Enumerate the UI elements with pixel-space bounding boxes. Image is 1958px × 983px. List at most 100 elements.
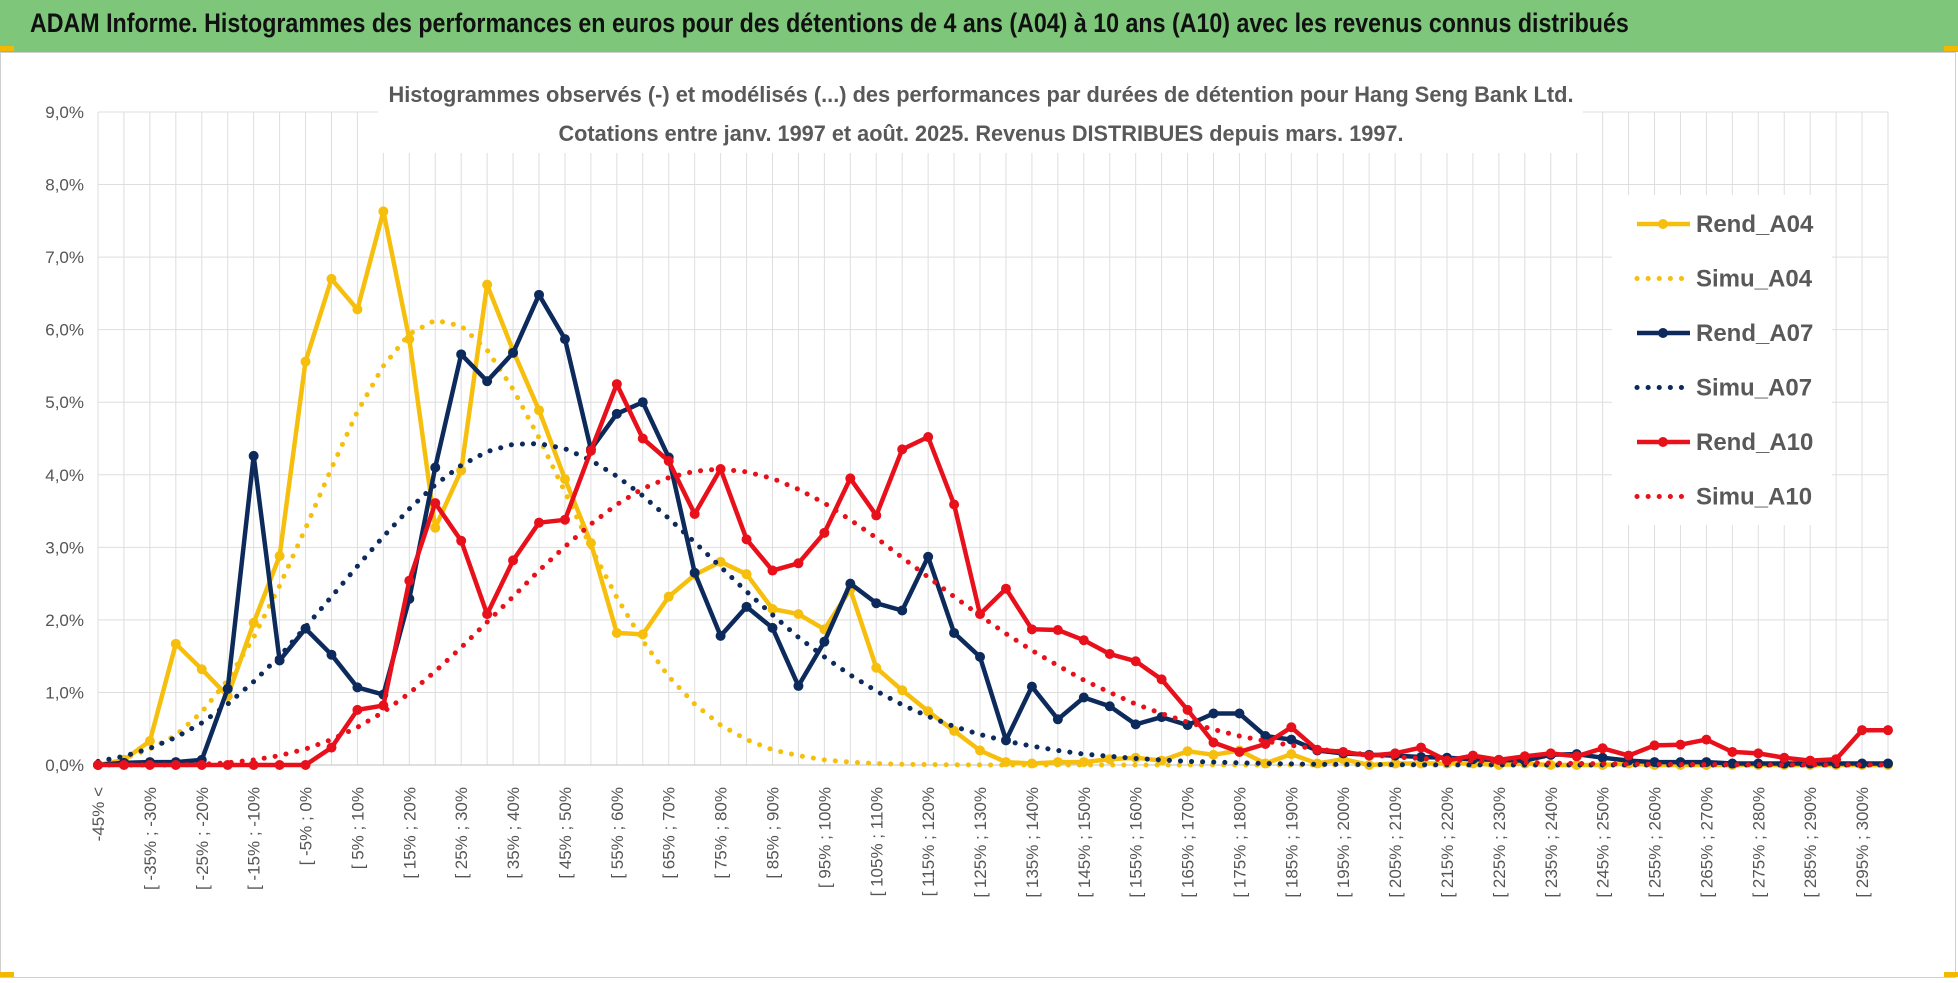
rend-a07-point [1026, 681, 1037, 692]
rend-a07-point [1078, 692, 1089, 703]
rend-a04-point [793, 609, 804, 620]
rend-a04-point [378, 206, 389, 217]
rend-a10-point [1104, 648, 1115, 659]
rend-a04-point [456, 465, 467, 476]
rend-a04-point [534, 405, 545, 416]
rend-a10-point [1805, 755, 1816, 766]
x-tick-label: [ 165% ; 170% [1179, 787, 1198, 898]
x-tick-label: [ 115% ; 120% [919, 787, 938, 896]
rend-a07-point [222, 683, 233, 694]
x-tick-label: [ 255% ; 260% [1646, 787, 1665, 898]
rend-a10-point [300, 760, 311, 770]
legend-label-rend-a04: Rend_A04 [1696, 211, 1814, 238]
x-tick-label: [ 15% ; 20% [400, 787, 419, 879]
x-tick-label: [ 55% ; 60% [608, 787, 627, 879]
rend-a04-point [430, 522, 441, 533]
x-tick-label: [ 195% ; 200% [1334, 787, 1353, 898]
rend-a07-point [1234, 708, 1245, 719]
x-tick-label: [ 45% ; 50% [556, 787, 575, 879]
rend-a07-point [1597, 752, 1608, 763]
banner: ADAM Informe. Histogrammes des performan… [0, 0, 1958, 52]
rend-a04-point [897, 685, 908, 696]
rend-a10-point [352, 704, 363, 715]
rend-a10-point [1000, 583, 1011, 594]
rend-a10-point [1649, 740, 1660, 751]
rend-a10-point [508, 555, 519, 566]
x-tick-label: -45% < [89, 787, 108, 841]
x-tick-label: [ 65% ; 70% [660, 787, 679, 879]
legend-label-rend-a07: Rend_A07 [1696, 320, 1813, 347]
x-tick-label: [ 295% ; 300% [1853, 787, 1872, 898]
rend-a10-point [897, 444, 908, 455]
rend-a10-point [534, 517, 545, 528]
rend-a04-point [1208, 749, 1219, 760]
rend-a10-point [1571, 751, 1582, 762]
rend-a10-point [1182, 704, 1193, 715]
rend-a04-point [585, 537, 596, 548]
chart-frame [0, 52, 1956, 978]
rend-a10-point [1831, 754, 1842, 765]
rend-a07-point [1104, 701, 1115, 712]
rend-a04-point [949, 725, 960, 736]
y-tick-label: 0,0% [45, 756, 84, 775]
rend-a04-point [352, 304, 363, 315]
x-tick-label: [ 275% ; 280% [1749, 787, 1768, 898]
rend-a07-point [1130, 719, 1141, 730]
x-tick-label: [ -15% ; -10% [245, 787, 264, 890]
rend-a10-point [248, 760, 259, 770]
x-tick-label: [ 75% ; 80% [712, 787, 731, 879]
rend-a04-point [482, 279, 493, 290]
rend-a10-point [1779, 752, 1790, 763]
x-tick-label: [ -5% ; 0% [297, 787, 316, 865]
rend-a10-point [430, 498, 441, 509]
rend-a10-point [559, 514, 570, 525]
x-tick-label: [ 225% ; 230% [1490, 787, 1509, 898]
rend-a10-point [1130, 656, 1141, 667]
rend-a10-point [845, 473, 856, 484]
y-tick-label: 5,0% [45, 393, 84, 412]
rend-a10-point [144, 760, 155, 770]
x-tick-label: [ 155% ; 160% [1127, 787, 1146, 898]
y-tick-label: 3,0% [45, 538, 84, 557]
banner-title: ADAM Informe. Histogrammes des performan… [30, 8, 1629, 38]
rend-a10-line [98, 381, 1888, 768]
rend-a07-point [248, 450, 259, 461]
rend-a04-point [741, 569, 752, 580]
rend-a10-point [1753, 748, 1764, 759]
rend-a10-point [1701, 734, 1712, 745]
rend-a04-point [170, 638, 181, 649]
rend-a10-point [585, 445, 596, 456]
rend-a07-point [611, 408, 622, 419]
x-tick-label: [ -35% ; -30% [141, 787, 160, 890]
x-tick-label: [ 235% ; 240% [1542, 787, 1561, 898]
legend-label-simu-a04: Simu_A04 [1696, 266, 1813, 293]
rend-a10-point [949, 499, 960, 510]
y-tick-label: 6,0% [45, 321, 84, 340]
legend-label-simu-a07: Simu_A07 [1696, 375, 1812, 402]
rend-a10-point [1883, 725, 1893, 736]
x-tick-label: [ 185% ; 190% [1282, 787, 1301, 898]
rend-a10-point [1156, 674, 1167, 685]
rend-a04-point [248, 617, 259, 628]
rend-a07-point [793, 680, 804, 691]
legend-marker-rend-a10 [1658, 437, 1668, 447]
x-tick-label: [ 285% ; 290% [1801, 787, 1820, 898]
x-tick-label: [ 35% ; 40% [504, 787, 523, 879]
rend-a07-point [352, 682, 363, 693]
y-tick-label: 2,0% [45, 611, 84, 630]
rend-a10-point [1467, 750, 1478, 761]
y-tick-label: 7,0% [45, 248, 84, 267]
y-tick-label: 9,0% [45, 103, 84, 122]
legend-marker-rend-a04 [1658, 219, 1668, 229]
x-tick-label: [ 105% ; 110% [867, 787, 886, 896]
rend-a04-point [326, 273, 337, 284]
rend-a10-point [741, 534, 752, 545]
rend-a10-point [923, 432, 934, 443]
rend-a07-point [1208, 708, 1219, 719]
rend-a07-point [923, 551, 934, 562]
x-tick-label: [ 125% ; 130% [971, 787, 990, 898]
rend-a04-point [663, 591, 674, 602]
corner-mark-top-left [0, 46, 14, 51]
simu-a10-line [95, 466, 1891, 768]
simu-a07-line [95, 441, 1891, 768]
